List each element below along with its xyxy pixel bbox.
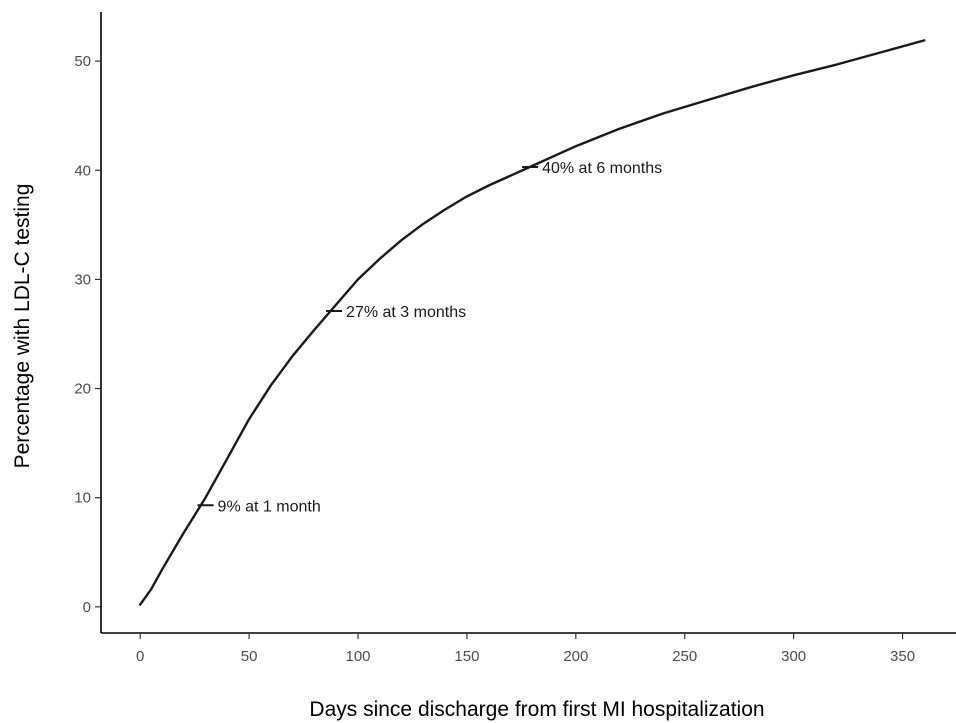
x-tick-label: 250 <box>672 648 697 665</box>
series-layer <box>138 39 926 606</box>
series-line <box>138 39 926 606</box>
annotations: 9% at 1 month 27% at 3 months 40% at 6 mon… <box>197 160 662 515</box>
axes <box>100 12 956 634</box>
x-axis-title: Days since discharge from first MI hospi… <box>309 698 764 721</box>
y-tick-label: 30 <box>74 271 91 288</box>
y-tick-label: 50 <box>74 53 91 70</box>
annotation-label: 40% at 6 months <box>542 160 662 177</box>
annotation-label: 27% at 3 months <box>346 304 466 321</box>
y-tick-label: 10 <box>74 490 91 507</box>
x-tick-label: 200 <box>563 648 588 665</box>
x-tick-label: 350 <box>890 648 915 665</box>
y-tick-label: 0 <box>83 599 91 616</box>
y-tick-label: 20 <box>74 381 91 398</box>
y-tick-label: 40 <box>74 162 91 179</box>
x-tick-label: 300 <box>781 648 806 665</box>
x-tick-label: 50 <box>241 648 258 665</box>
x-tick-label: 100 <box>346 648 371 665</box>
x-tick-label: 0 <box>136 648 144 665</box>
ticks: 0 50 100 150 200 250 300 350 0 10 20 30 40 50 <box>74 53 915 665</box>
x-tick-label: 150 <box>454 648 479 665</box>
y-axis-title: Percentage with LDL-C testing <box>11 184 34 469</box>
annotation-label: 9% at 1 month <box>218 498 321 515</box>
